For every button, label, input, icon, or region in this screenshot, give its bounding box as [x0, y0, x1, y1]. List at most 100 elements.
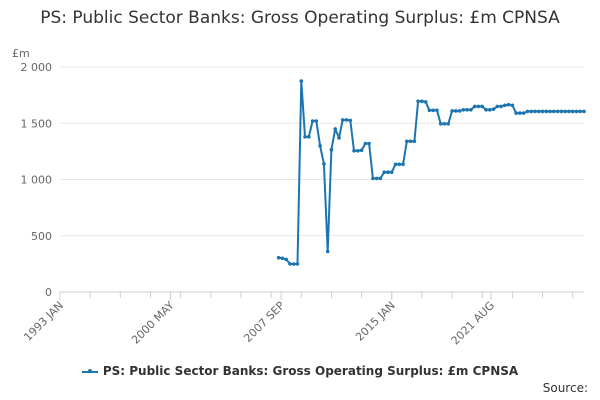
- data-point[interactable]: [537, 109, 541, 114]
- data-point[interactable]: [578, 109, 582, 114]
- data-point[interactable]: [503, 103, 507, 108]
- data-point[interactable]: [469, 108, 473, 112]
- y-tick-label: 2 000: [21, 61, 53, 74]
- data-point[interactable]: [356, 149, 360, 153]
- x-tick-label: 2021 AUG: [449, 299, 498, 348]
- data-point[interactable]: [555, 109, 560, 114]
- x-axis-ticks: 1993 JAN 2000 MAY 2007 SEP 2015 JAN 2021 AUG: [21, 292, 497, 347]
- data-point[interactable]: [427, 108, 432, 113]
- data-point[interactable]: [367, 141, 371, 146]
- y-tick-label: 1 000: [21, 174, 53, 187]
- data-point[interactable]: [386, 170, 390, 174]
- data-point[interactable]: [344, 118, 349, 122]
- data-point[interactable]: [488, 108, 492, 112]
- y-axis-ticks: 0 500 1 000 1 500 2 000: [21, 61, 53, 299]
- legend[interactable]: PS: Public Sector Banks: Gross Operating…: [0, 364, 600, 378]
- data-point[interactable]: [574, 109, 579, 114]
- data-point[interactable]: [284, 257, 289, 262]
- data-point[interactable]: [333, 127, 338, 131]
- data-point[interactable]: [559, 109, 564, 114]
- data-point[interactable]: [472, 104, 477, 109]
- data-point[interactable]: [570, 109, 575, 114]
- data-point[interactable]: [303, 135, 307, 139]
- data-point[interactable]: [518, 111, 522, 115]
- data-point[interactable]: [389, 170, 394, 174]
- data-point[interactable]: [435, 108, 439, 113]
- data-point[interactable]: [371, 176, 375, 181]
- series-group: [276, 79, 586, 266]
- gridlines: [60, 66, 584, 237]
- data-point[interactable]: [325, 249, 330, 254]
- data-point[interactable]: [514, 111, 518, 115]
- data-point[interactable]: [405, 139, 409, 144]
- data-point[interactable]: [408, 139, 413, 144]
- data-point[interactable]: [374, 176, 379, 181]
- data-point[interactable]: [446, 122, 451, 126]
- data-point[interactable]: [276, 255, 281, 260]
- data-point[interactable]: [582, 109, 586, 114]
- data-point[interactable]: [337, 136, 341, 140]
- data-point[interactable]: [299, 79, 304, 83]
- data-point[interactable]: [552, 109, 556, 114]
- data-point[interactable]: [329, 147, 334, 152]
- data-point[interactable]: [423, 100, 428, 104]
- data-point[interactable]: [476, 104, 481, 109]
- data-point[interactable]: [348, 118, 353, 123]
- data-point[interactable]: [310, 119, 315, 123]
- data-point[interactable]: [442, 122, 447, 126]
- data-point[interactable]: [457, 109, 462, 113]
- data-point[interactable]: [295, 262, 300, 266]
- data-point[interactable]: [393, 162, 398, 167]
- data-point[interactable]: [461, 108, 466, 112]
- legend-label: PS: Public Sector Banks: Gross Operating…: [102, 364, 519, 378]
- x-tick-label: 2015 JAN: [353, 299, 398, 344]
- data-point[interactable]: [378, 176, 383, 181]
- data-point[interactable]: [521, 111, 526, 115]
- data-point[interactable]: [382, 170, 387, 174]
- data-point[interactable]: [431, 108, 436, 113]
- data-point[interactable]: [359, 148, 364, 153]
- data-point[interactable]: [322, 162, 326, 166]
- y-axis-label: £m: [12, 47, 30, 60]
- data-point[interactable]: [420, 99, 424, 104]
- x-axis: [59, 291, 584, 298]
- data-point[interactable]: [280, 256, 285, 261]
- data-point[interactable]: [314, 119, 319, 123]
- data-point[interactable]: [465, 108, 469, 112]
- data-point[interactable]: [491, 107, 496, 111]
- data-point[interactable]: [307, 135, 311, 139]
- data-point[interactable]: [450, 109, 454, 113]
- data-point[interactable]: [495, 104, 500, 109]
- y-tick-label: 500: [31, 230, 52, 243]
- source-label: Source:: [542, 381, 588, 395]
- data-point[interactable]: [506, 102, 511, 107]
- data-point[interactable]: [567, 109, 571, 114]
- data-point[interactable]: [340, 118, 345, 122]
- data-point[interactable]: [533, 109, 537, 114]
- data-point[interactable]: [454, 109, 458, 113]
- data-point[interactable]: [438, 122, 443, 126]
- data-point[interactable]: [397, 162, 402, 167]
- chart-title: PS: Public Sector Banks: Gross Operating…: [40, 8, 560, 28]
- data-point[interactable]: [363, 141, 368, 146]
- data-point[interactable]: [352, 149, 356, 153]
- data-point[interactable]: [525, 109, 530, 114]
- data-point[interactable]: [563, 109, 567, 114]
- data-point[interactable]: [416, 99, 420, 104]
- data-point[interactable]: [510, 103, 515, 108]
- data-point[interactable]: [480, 104, 485, 109]
- data-point[interactable]: [540, 109, 545, 114]
- data-point[interactable]: [318, 144, 322, 148]
- data-point[interactable]: [544, 109, 549, 114]
- data-point[interactable]: [484, 108, 488, 112]
- data-point[interactable]: [288, 262, 292, 266]
- series-line: [278, 80, 584, 266]
- y-tick-label: 0: [45, 286, 52, 299]
- data-point[interactable]: [548, 109, 552, 114]
- data-point[interactable]: [529, 109, 533, 114]
- data-point[interactable]: [412, 139, 417, 144]
- data-point[interactable]: [291, 262, 296, 266]
- data-point[interactable]: [499, 104, 503, 109]
- data-point[interactable]: [401, 162, 405, 167]
